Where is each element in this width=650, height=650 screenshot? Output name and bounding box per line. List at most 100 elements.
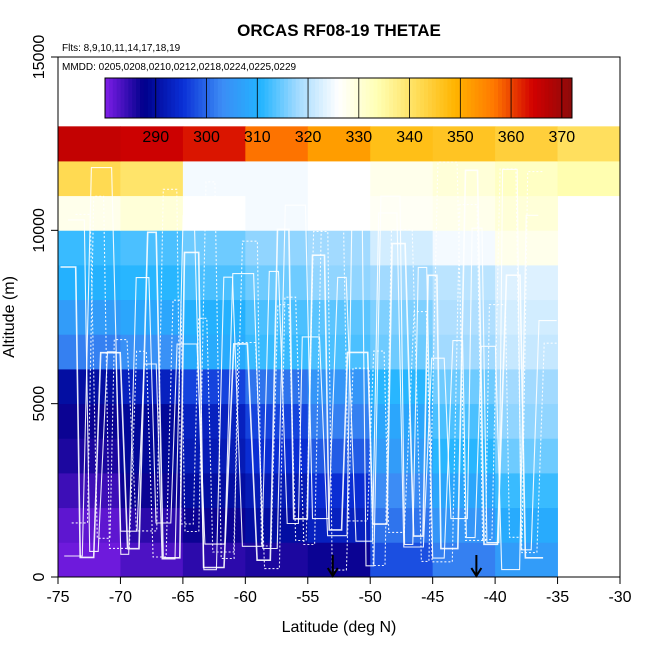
colorbar-swatch	[299, 78, 304, 118]
heatmap-cell	[495, 334, 558, 370]
colorbar-swatch	[385, 78, 390, 118]
heatmap-cell	[182, 126, 246, 162]
heatmap-cell	[495, 403, 558, 439]
colorbar-swatch	[548, 78, 554, 118]
y-tick-label: 0	[31, 572, 48, 581]
colorbar-swatch	[322, 78, 328, 118]
colorbar-swatch	[334, 78, 339, 118]
heatmap-cell	[182, 334, 246, 370]
colorbar-swatch	[190, 78, 196, 118]
colorbar-swatch	[435, 78, 441, 118]
colorbar-swatch	[373, 78, 378, 118]
arrow-head	[326, 567, 339, 578]
colorbar-swatch	[354, 78, 359, 118]
heatmap-cell	[245, 369, 309, 405]
heatmap-cell	[370, 542, 434, 578]
x-tick-label: -30	[608, 589, 631, 606]
colorbar-swatch	[221, 78, 227, 118]
colorbar-swatch	[241, 78, 246, 118]
y-axis-label: Altitude (m)	[1, 276, 18, 358]
colorbar-swatch	[420, 78, 425, 118]
plot-area	[58, 126, 621, 578]
heatmap-cell	[432, 299, 496, 335]
colorbar-swatch	[389, 78, 394, 118]
heatmap-cell	[495, 161, 558, 197]
colorbar-swatch	[311, 78, 316, 118]
colorbar-swatch	[338, 78, 343, 118]
colorbar-swatch	[490, 78, 495, 118]
flight-track	[75, 161, 544, 571]
colorbar-swatch	[369, 78, 375, 118]
colorbar-swatch	[424, 78, 429, 118]
colorbar-swatch	[140, 78, 145, 118]
colorbar-swatch	[533, 78, 538, 118]
colorbar-swatch	[381, 78, 386, 118]
colorbar-swatch	[229, 78, 234, 118]
x-tick-label: -45	[421, 589, 444, 606]
colorbar-swatch	[517, 78, 522, 118]
colorbar-swatch	[412, 78, 417, 118]
heatmap-cell	[58, 369, 121, 405]
flight-tracks	[60, 161, 557, 571]
x-tick-label: -35	[546, 589, 569, 606]
colorbar-swatch	[392, 78, 398, 118]
colorbar-swatch	[112, 78, 118, 118]
colorbar-swatch	[365, 78, 371, 118]
colorbar-swatch	[182, 78, 188, 118]
colorbar-tick-label: 340	[396, 129, 423, 146]
heatmap-cell	[245, 438, 309, 474]
heatmap-cell	[432, 542, 496, 578]
flight-track	[68, 168, 557, 555]
colorbar-swatch	[494, 78, 499, 118]
colorbar-swatch	[459, 78, 464, 118]
colorbar: 290 300 310 320 330 340 350 360 370	[104, 77, 575, 146]
dates-annotation: MMDD: 0205,0208,0210,0212,0218,0224,0225…	[62, 62, 297, 73]
colorbar-swatch	[159, 78, 164, 118]
colorbar-swatch	[564, 78, 569, 118]
colorbar-swatch	[276, 78, 281, 118]
colorbar-swatch	[416, 78, 421, 118]
colorbar-swatch	[171, 78, 176, 118]
colorbar-swatch	[357, 78, 363, 118]
colorbar-swatch	[486, 78, 491, 118]
colorbar-swatch	[202, 78, 207, 118]
heatmap-cell	[495, 473, 558, 509]
colorbar-swatch	[428, 78, 433, 118]
colorbar-swatch	[439, 78, 445, 118]
heatmap-cell	[307, 473, 371, 509]
colorbar-swatch	[128, 78, 133, 118]
colorbar-swatch	[544, 78, 550, 118]
colorbar-swatch	[451, 78, 456, 118]
colorbar-swatch	[256, 78, 262, 118]
colorbar-swatch	[525, 78, 530, 118]
colorbar-swatch	[147, 78, 153, 118]
colorbar-swatch	[194, 78, 199, 118]
colorbar-swatch	[248, 78, 254, 118]
colorbar-swatch	[291, 78, 297, 118]
heatmap-cell	[182, 369, 246, 405]
chart-title: ORCAS RF08-19 THETAE	[237, 21, 441, 40]
colorbar-tick-label: 300	[193, 129, 220, 146]
heatmap-cell	[58, 299, 121, 335]
heatmap-cell	[432, 473, 496, 509]
x-tick-label: -70	[109, 589, 132, 606]
colorbar-swatch	[213, 78, 219, 118]
heatmap-cell	[307, 265, 371, 301]
heatmap-cell	[182, 542, 246, 578]
heatmap-cell	[182, 161, 246, 197]
x-axis-label: Latitude (deg N)	[282, 619, 397, 636]
heatmap-cell	[307, 161, 371, 197]
colorbar-tick-label: 350	[447, 129, 474, 146]
colorbar-swatch	[116, 78, 122, 118]
heatmap-cell	[245, 334, 309, 370]
heatmap-cell	[245, 403, 309, 439]
colorbar-swatch	[568, 78, 573, 118]
colorbar-swatch	[132, 78, 137, 118]
colorbar-swatch	[143, 78, 149, 118]
heatmap-cell	[370, 473, 434, 509]
colorbar-swatch	[498, 78, 503, 118]
colorbar-tick-label: 370	[548, 129, 575, 146]
heatmap-cell	[307, 403, 371, 439]
heatmap-cell	[245, 195, 309, 231]
heatmap-cell	[495, 369, 558, 405]
